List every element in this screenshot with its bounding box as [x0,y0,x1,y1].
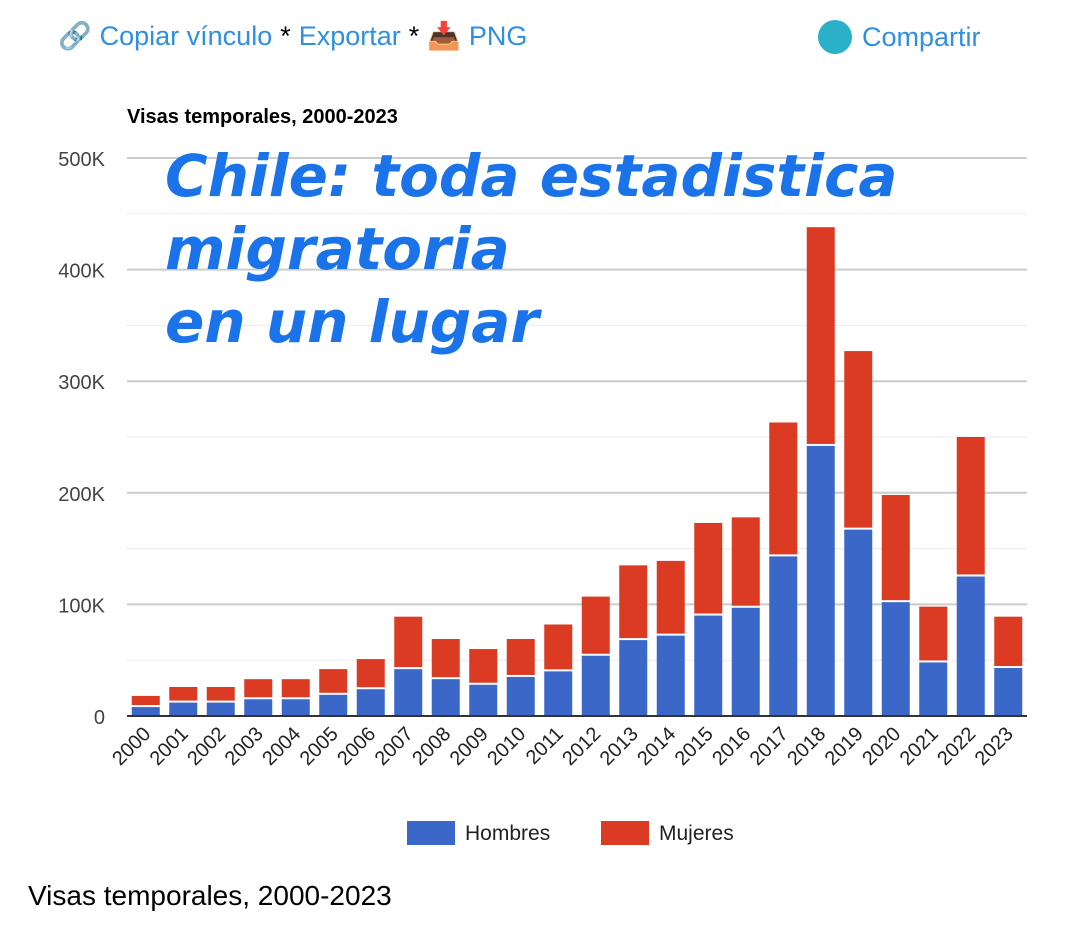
png-button[interactable]: PNG [468,20,528,51]
bar-hombres [544,671,573,716]
x-tick-label: 2001 [146,723,193,770]
bar-hombres [394,669,423,716]
bar-hombres [844,529,873,716]
bar-hombres [506,676,535,716]
bar-hombres [431,679,460,716]
x-tick-label: 2022 [933,723,980,770]
bar-mujeres [656,560,685,634]
x-tick-label: 2008 [408,723,455,770]
share-icon [818,20,852,54]
bar-hombres [694,615,723,716]
bar-mujeres [581,596,610,654]
bar-hombres [581,655,610,716]
bar-hombres [769,556,798,716]
link-icon: 🔗 [58,21,92,51]
bar-mujeres [356,659,385,688]
legend-label-mujeres: Mujeres [659,822,734,845]
x-tick-label: 2007 [371,723,418,770]
bar-mujeres [994,616,1023,667]
y-tick-label: 200K [58,484,105,506]
share-label: Compartir [862,21,981,52]
x-tick-label: 2006 [333,723,380,770]
x-tick-label: 2015 [671,723,718,770]
bar-hombres [881,602,910,716]
separator: * [280,20,291,51]
bar-mujeres [731,517,760,606]
copy-link-button[interactable]: Copiar vínculo [99,20,273,51]
bar-hombres [169,702,198,716]
bar-hombres [469,684,498,716]
bar-mujeres [806,227,835,444]
export-button[interactable]: Exportar [298,20,401,51]
legend-label-hombres: Hombres [465,822,550,845]
x-tick-label: 2014 [633,723,680,770]
bar-mujeres [956,437,985,575]
x-tick-label: 2018 [783,723,830,770]
bar-hombres [319,694,348,716]
bar-hombres [919,662,948,716]
bar-hombres [994,668,1023,716]
y-tick-label: 500K [58,149,105,171]
bar-hombres [131,707,160,716]
x-tick-label: 2010 [483,723,530,770]
x-tick-label: 2000 [108,723,155,770]
bar-hombres [356,689,385,716]
y-tick-label: 400K [58,261,105,283]
bar-hombres [806,445,835,716]
bar-hombres [206,702,235,716]
bar-mujeres [206,686,235,701]
bar-mujeres [131,695,160,706]
x-tick-label: 2004 [258,723,305,770]
bar-mujeres [919,606,948,661]
bar-mujeres [394,616,423,668]
download-tray-icon: 📥 [427,21,461,51]
legend-swatch-hombres [407,821,455,845]
y-tick-label: 0 [94,707,105,729]
y-tick-label: 100K [58,595,105,617]
x-tick-label: 2017 [746,723,793,770]
bar-mujeres [469,649,498,683]
bar-mujeres [169,686,198,701]
x-tick-label: 2021 [896,723,943,770]
bar-mujeres [431,638,460,678]
x-tick-label: 2013 [596,723,643,770]
x-tick-label: 2005 [296,723,343,770]
bar-mujeres [281,679,310,698]
separator: * [408,20,420,51]
bar-hombres [244,699,273,716]
bar-mujeres [694,522,723,614]
x-tick-label: 2003 [221,723,268,770]
x-tick-label: 2016 [708,723,755,770]
legend-swatch-mujeres [601,821,649,845]
bar-hombres [956,576,985,716]
bar-hombres [656,635,685,716]
share-button[interactable]: Compartir [818,20,981,54]
bar-hombres [731,607,760,716]
x-tick-label: 2012 [558,723,605,770]
toolbar: 🔗 Copiar vínculo * Exportar * 📥 PNG [58,20,527,52]
bar-mujeres [769,422,798,555]
bar-mujeres [244,679,273,698]
bar-mujeres [881,495,910,601]
bar-mujeres [544,624,573,670]
x-tick-label: 2019 [821,723,868,770]
bar-mujeres [844,351,873,528]
chart-title: Visas temporales, 2000-2023 [127,106,398,128]
bar-mujeres [319,669,348,693]
x-tick-label: 2011 [522,723,568,769]
y-tick-label: 300K [58,372,105,394]
x-tick-label: 2023 [971,723,1018,770]
x-tick-label: 2020 [858,723,905,770]
x-tick-label: 2009 [446,723,493,770]
caption: Visas temporales, 2000-2023 [28,880,392,911]
bar-hombres [281,699,310,716]
bar-hombres [619,640,648,716]
x-tick-label: 2002 [183,723,230,770]
bar-mujeres [506,638,535,675]
bar-mujeres [619,565,648,639]
